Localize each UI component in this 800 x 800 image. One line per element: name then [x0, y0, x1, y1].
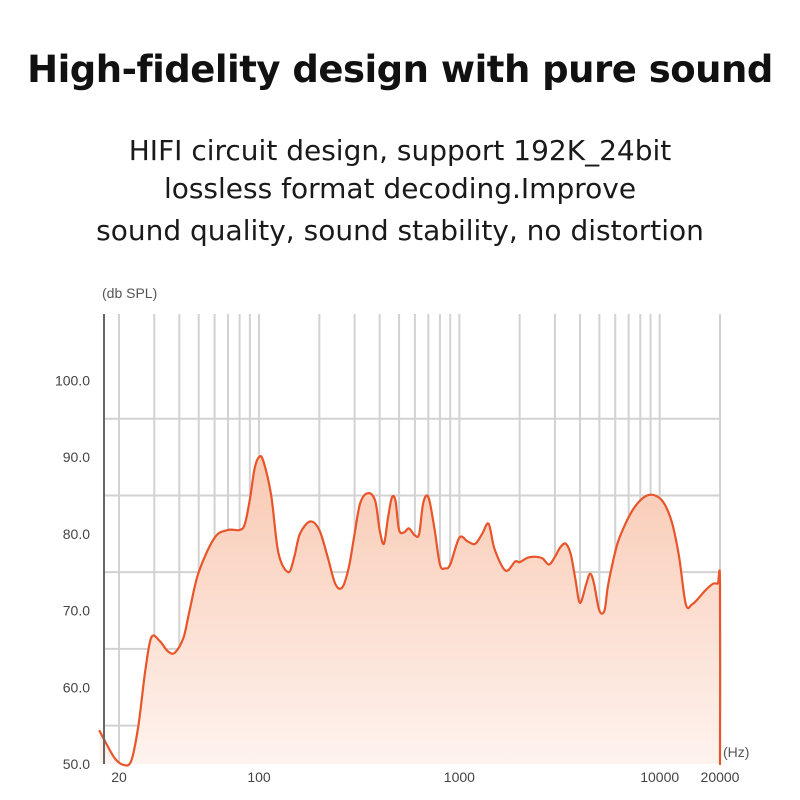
y-axis-label: (db SPL) — [102, 285, 157, 301]
y-tick-label: 90.0 — [63, 449, 90, 465]
headline: High-fidelity design with pure sound — [27, 48, 773, 91]
y-tick-label: 60.0 — [63, 679, 90, 695]
x-tick-label: 10000 — [640, 769, 679, 785]
subtitle-line-3: sound quality, sound stability, no disto… — [96, 214, 704, 247]
y-tick-label: 70.0 — [63, 603, 90, 619]
y-tick-label: 100.0 — [55, 372, 90, 388]
x-tick-label: 100 — [247, 769, 271, 785]
axis-ticks: 50.0 60.0 70.0 80.0 90.0 100.0 20 100 1000 10000 2… — [55, 372, 740, 785]
response-area-fill — [99, 456, 721, 766]
y-tick-label: 80.0 — [63, 526, 90, 542]
subtitle-line-1: HIFI circuit design, support 192K_24bit — [128, 134, 672, 167]
y-tick-label: 50.0 — [63, 756, 90, 772]
subtitle-line-2: lossless format decoding.Improve — [163, 172, 637, 205]
x-tick-label: 1000 — [444, 769, 475, 785]
x-axis-label: (Hz) — [723, 744, 749, 760]
response-curve — [98, 454, 722, 767]
x-tick-label: 20 — [111, 769, 127, 785]
x-tick-label: 20000 — [701, 769, 740, 785]
